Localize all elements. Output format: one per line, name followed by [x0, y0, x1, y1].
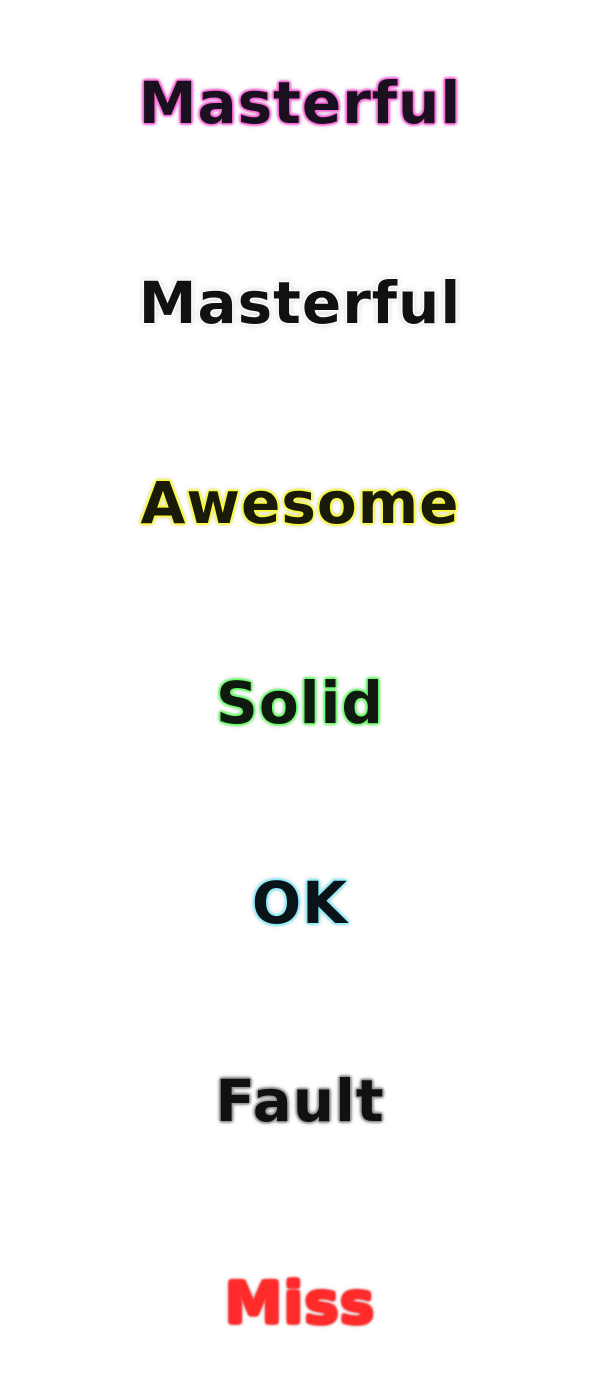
judgment-awesome: Awesome — [140, 469, 460, 537]
judgment-solid: Solid — [216, 669, 384, 737]
judgment-masterful-white: Masterful — [138, 269, 462, 337]
judgment-masterful-pink: Masterful — [138, 69, 462, 137]
judgment-fault: Fault — [215, 1067, 385, 1135]
judgment-ok: OK — [251, 869, 349, 937]
judgment-miss: Miss — [224, 1269, 376, 1337]
